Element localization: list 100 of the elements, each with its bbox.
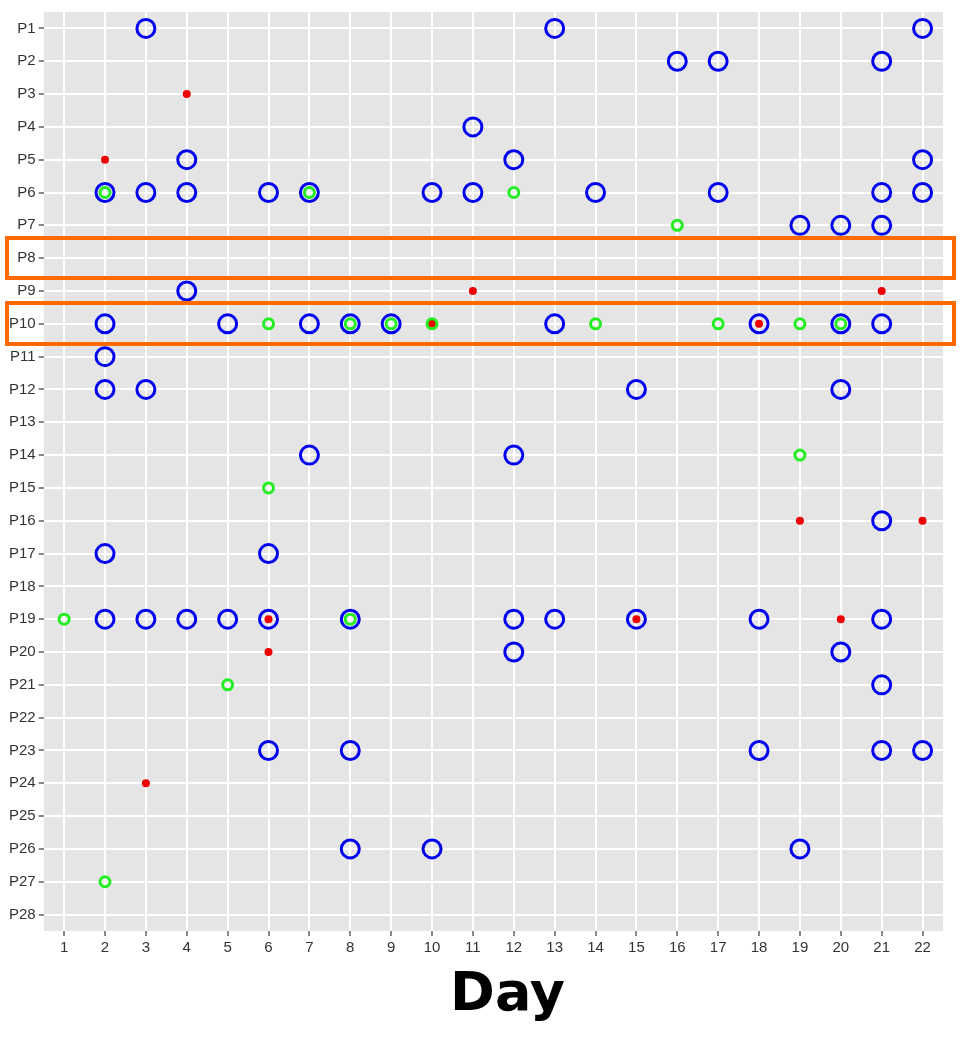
y-tick-label: P24 [8,773,36,791]
point [912,739,934,761]
point [748,739,770,761]
y-tick-label: P21 [8,674,36,692]
point [94,608,116,630]
y-tick-label: P26 [8,839,36,857]
point [135,608,157,630]
y-tick-label: P6 [17,182,36,200]
point [707,50,729,72]
point [625,378,647,400]
x-tick-label: 19 [791,938,809,956]
point [871,739,893,761]
x-tick-label: 10 [423,938,441,956]
y-tick-label: P16 [8,510,36,528]
point [462,182,484,204]
x-tick-label: 4 [182,938,191,956]
y-tick-label: P12 [8,379,36,397]
y-tick-label: P17 [8,543,36,561]
x-tick-label: 22 [914,938,931,956]
point [57,612,71,626]
point [98,875,112,889]
point [258,543,280,565]
point [298,313,320,335]
x-tick-label: 18 [750,938,768,956]
point [877,286,886,295]
point [503,608,525,630]
y-tick-label: P23 [8,740,36,758]
point [503,444,525,466]
point [748,313,770,335]
point [339,838,361,860]
point [135,182,157,204]
y-tick-label: P15 [8,478,36,496]
point [793,317,807,331]
x-tick-label: 5 [223,938,232,956]
point [462,116,484,138]
point [298,444,320,466]
point [182,90,191,99]
y-tick-label: P3 [17,84,36,102]
point [589,317,603,331]
point [830,378,852,400]
y-tick-label: P11 [10,346,36,364]
point [793,448,807,462]
y-tick-label: P28 [8,904,36,922]
y-tick-label: P8 [17,248,36,266]
point [585,182,607,204]
y-tick-label: P2 [17,51,36,69]
point [503,149,525,171]
point [830,214,852,236]
point [871,214,893,236]
point [789,214,811,236]
point [258,608,280,630]
y-tick-label: P1 [17,18,36,36]
point [871,510,893,532]
y-tick-label: P7 [17,215,36,233]
point [468,286,477,295]
point [871,608,893,630]
y-tick-label: P20 [8,642,36,660]
point [421,182,443,204]
point [707,182,729,204]
point [176,608,198,630]
y-tick-label: P4 [17,117,36,135]
y-tick-label: P5 [17,149,36,167]
point [748,608,770,630]
point [912,149,934,171]
point [94,378,116,400]
point [176,149,198,171]
y-tick-label: P19 [8,609,36,627]
point [258,739,280,761]
point [544,313,566,335]
y-tick-label: P25 [8,806,36,824]
point [135,378,157,400]
y-tick-label: P9 [17,281,36,299]
x-tick-label: 8 [346,938,355,956]
x-tick-label: 7 [305,938,314,956]
point [871,182,893,204]
point [339,739,361,761]
point [836,615,845,624]
x-tick-label: 13 [546,938,564,956]
point [217,313,239,335]
x-tick-label: 11 [465,938,481,956]
point [94,346,116,368]
y-tick-label: P18 [8,576,36,594]
point [625,608,647,630]
point [795,516,804,525]
x-tick-label: 15 [628,938,645,956]
point [421,838,443,860]
x-tick-label: 16 [668,938,686,956]
x-tick-label: 14 [587,938,604,956]
point [912,182,934,204]
x-tick-label: 20 [832,938,850,956]
point [262,481,276,495]
point [264,648,273,657]
point [544,608,566,630]
y-tick-label: P10 [8,313,36,331]
x-tick-label: 2 [100,938,110,956]
x-tick-label: 3 [141,938,151,956]
point [258,182,280,204]
x-axis-title: Day [449,960,566,1023]
point [670,218,684,232]
point [262,317,276,331]
